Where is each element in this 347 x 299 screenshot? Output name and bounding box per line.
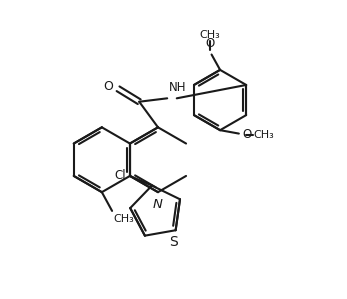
- Text: O: O: [205, 37, 214, 50]
- Text: S: S: [170, 235, 178, 249]
- Text: CH₃: CH₃: [253, 130, 274, 140]
- Text: CH₃: CH₃: [199, 30, 220, 40]
- Text: N: N: [153, 198, 163, 211]
- Text: NH: NH: [169, 81, 187, 94]
- Text: Cl: Cl: [114, 170, 126, 182]
- Text: O: O: [103, 80, 113, 93]
- Text: CH₃: CH₃: [114, 214, 135, 224]
- Text: O: O: [242, 129, 252, 141]
